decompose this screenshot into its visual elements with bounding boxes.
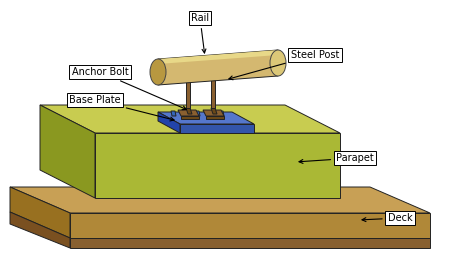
Polygon shape: [195, 111, 200, 116]
Polygon shape: [178, 110, 199, 116]
Polygon shape: [206, 116, 224, 119]
Polygon shape: [186, 108, 192, 114]
Polygon shape: [95, 133, 340, 198]
Polygon shape: [219, 111, 224, 116]
Polygon shape: [186, 73, 190, 108]
Polygon shape: [180, 124, 254, 133]
Text: Anchor Bolt: Anchor Bolt: [72, 67, 186, 110]
Polygon shape: [40, 105, 340, 133]
Polygon shape: [211, 73, 215, 108]
Polygon shape: [70, 238, 430, 248]
Polygon shape: [178, 70, 199, 76]
Ellipse shape: [150, 59, 166, 85]
Text: Rail: Rail: [191, 13, 209, 53]
Text: Steel Post: Steel Post: [229, 50, 339, 80]
Polygon shape: [203, 70, 224, 76]
Polygon shape: [181, 76, 199, 79]
Text: Deck: Deck: [362, 213, 412, 223]
Polygon shape: [171, 111, 176, 116]
Ellipse shape: [270, 50, 286, 76]
Polygon shape: [158, 50, 278, 64]
Polygon shape: [181, 116, 199, 119]
Polygon shape: [10, 187, 70, 238]
Polygon shape: [206, 76, 224, 79]
Polygon shape: [10, 212, 70, 248]
Polygon shape: [211, 108, 217, 114]
Polygon shape: [40, 105, 95, 198]
Polygon shape: [203, 110, 224, 116]
Polygon shape: [10, 187, 430, 213]
Polygon shape: [70, 213, 430, 238]
Text: Base Plate: Base Plate: [69, 95, 174, 121]
Polygon shape: [158, 50, 278, 85]
Text: Parapet: Parapet: [299, 153, 374, 163]
Polygon shape: [158, 112, 254, 124]
Polygon shape: [158, 112, 180, 133]
